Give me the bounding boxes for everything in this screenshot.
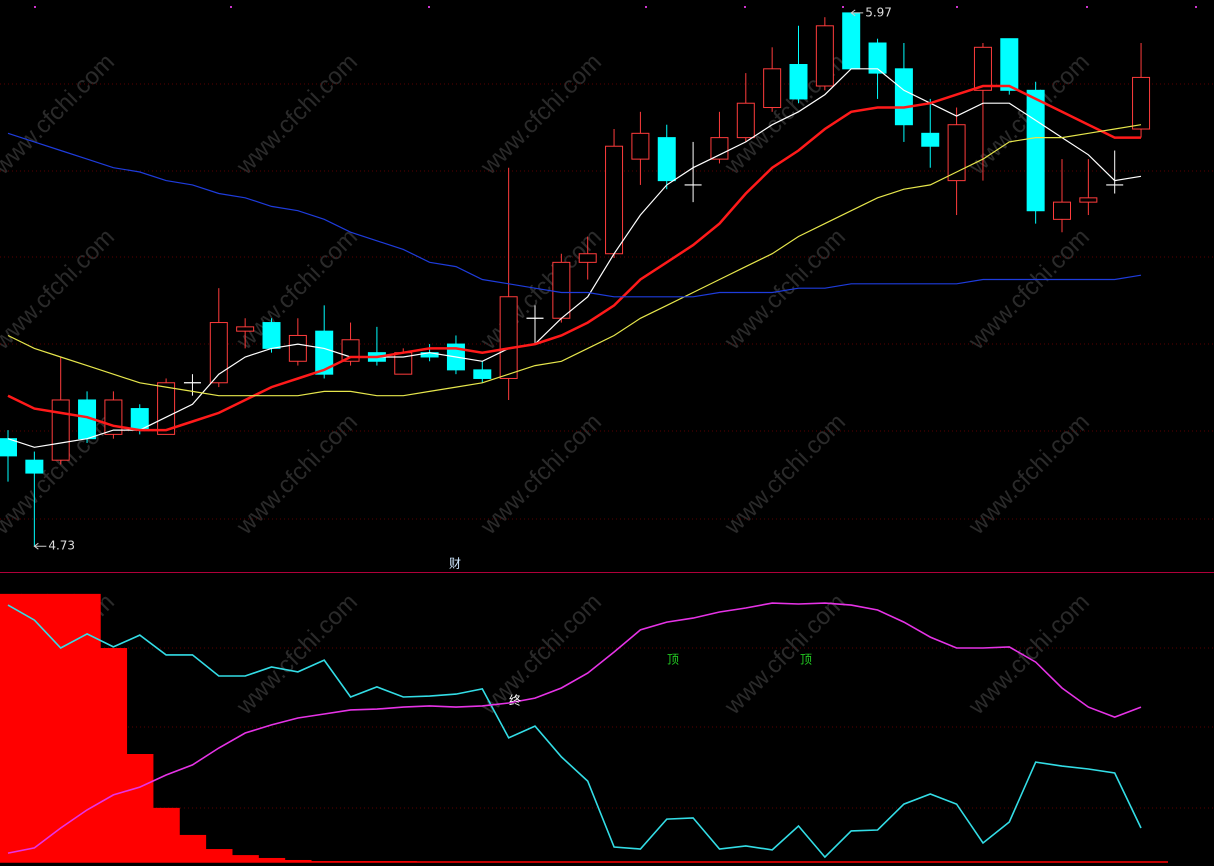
candle-body	[552, 261, 571, 319]
bar	[152, 807, 180, 862]
watermark: www.cfchi.com	[231, 409, 363, 541]
candle-body	[51, 399, 70, 461]
candle-body	[1000, 38, 1019, 91]
candle-body	[1053, 201, 1071, 220]
candle-body	[288, 334, 307, 362]
grid	[0, 6, 1214, 809]
annotation: 顶	[800, 653, 812, 667]
candle-body	[789, 64, 808, 100]
candle-body	[236, 326, 255, 332]
candle-body	[868, 42, 887, 74]
candle-body	[842, 12, 861, 70]
line	[7, 124, 1142, 397]
line	[7, 604, 1142, 859]
dot	[230, 6, 232, 8]
dot	[842, 6, 844, 8]
top-dots	[34, 6, 1197, 8]
dot	[744, 6, 746, 8]
extreme-arrow	[33, 542, 47, 550]
watermark: www.cfchi.com	[963, 589, 1095, 721]
candle-body	[973, 46, 992, 91]
watermark: www.cfchi.com	[719, 409, 851, 541]
watermark: www.cfchi.com	[475, 49, 607, 181]
bar	[231, 855, 259, 862]
watermark: www.cfchi.com	[0, 224, 120, 356]
candle-body	[894, 68, 913, 126]
watermark: www.cfchi.com	[231, 589, 363, 721]
candle-body	[209, 322, 228, 384]
annotation: 顶	[667, 653, 679, 667]
candle-body	[315, 330, 334, 375]
candle-body	[815, 25, 834, 87]
candle-body	[157, 382, 176, 435]
dot	[645, 6, 647, 8]
bar	[0, 593, 22, 862]
watermark: www.cfchi.com	[475, 589, 607, 721]
candle-body	[1132, 76, 1151, 130]
indicator-panel	[0, 593, 1142, 862]
watermark: www.cfchi.com	[719, 224, 851, 356]
watermark: www.cfchi.com	[475, 409, 607, 541]
annotation: 终	[509, 693, 521, 708]
candle-body	[921, 132, 940, 147]
candle-body	[25, 459, 44, 474]
line	[7, 68, 1142, 448]
candle-body	[736, 102, 755, 139]
bar	[100, 648, 128, 862]
watermark: www.cfchi.com	[0, 49, 120, 181]
line	[7, 84, 1141, 432]
dot	[1086, 6, 1088, 8]
candle-body	[473, 369, 492, 379]
watermark: www.cfchi.com	[963, 224, 1095, 356]
extreme-arrow	[850, 9, 864, 17]
bar	[21, 593, 49, 862]
candle-body	[605, 145, 624, 255]
extreme-label: 4.73	[48, 539, 75, 553]
watermark: www.cfchi.com	[231, 49, 363, 181]
candle-body	[1079, 197, 1098, 203]
bar	[258, 857, 286, 862]
bar	[126, 754, 154, 862]
bar	[205, 849, 233, 862]
dot	[428, 6, 430, 8]
candle-body	[104, 399, 123, 435]
extreme-label: 5.97	[865, 5, 892, 19]
candle-body	[710, 137, 729, 160]
annotation: 财	[449, 557, 461, 571]
candle-body	[262, 322, 281, 349]
candle-body	[947, 124, 966, 182]
dot	[1195, 6, 1197, 8]
candle-body	[631, 132, 650, 160]
watermark: www.cfchi.com	[963, 409, 1095, 541]
candle-body	[499, 296, 518, 379]
candle-body	[578, 253, 597, 263]
bar	[179, 834, 207, 862]
dot	[956, 6, 958, 8]
dot	[34, 6, 36, 8]
candle-body	[763, 68, 782, 109]
price-panel: 5.97 4.73	[0, 5, 1151, 553]
line	[7, 602, 1142, 854]
bar	[284, 859, 312, 862]
candle-body	[1026, 89, 1045, 212]
candle-body	[657, 137, 676, 182]
line	[7, 132, 1142, 298]
candle-body	[0, 438, 17, 457]
